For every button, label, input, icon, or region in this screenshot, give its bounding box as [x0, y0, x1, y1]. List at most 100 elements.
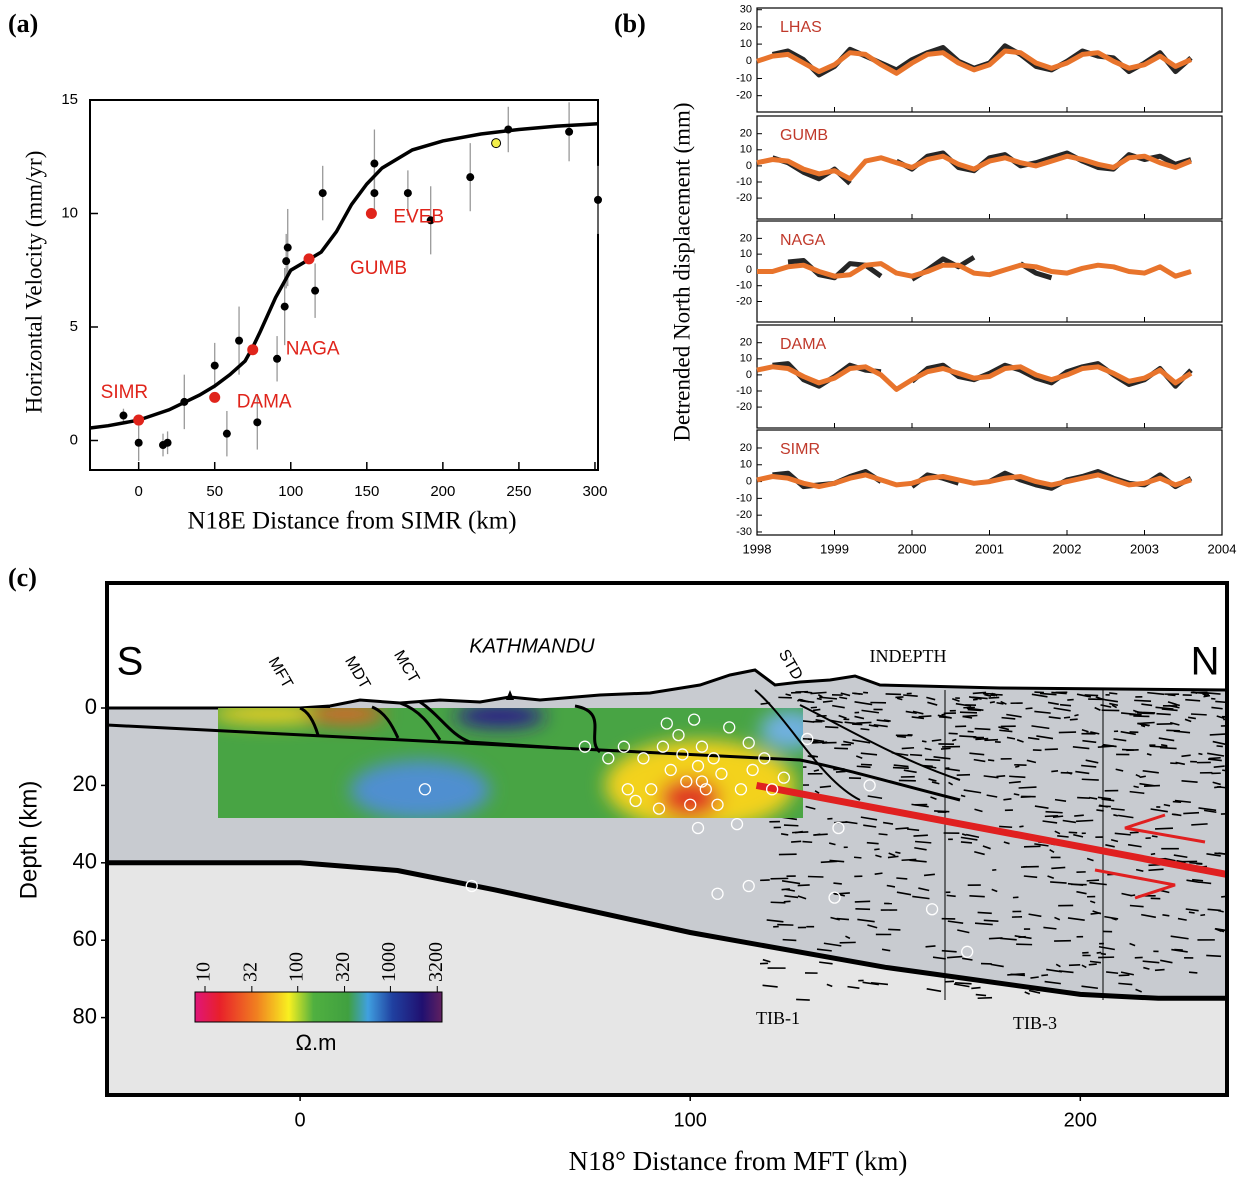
reflection-trace [1164, 857, 1176, 862]
reflection-trace [1041, 974, 1049, 977]
reflection-trace [1135, 868, 1144, 872]
reflection-trace [983, 775, 999, 779]
reflection-trace [923, 873, 935, 877]
reflection-trace [1208, 756, 1221, 760]
fault [574, 704, 602, 754]
reflection-trace [826, 983, 833, 988]
reflection-trace [874, 848, 880, 851]
earthquake [723, 721, 736, 734]
reflection-trace [825, 726, 839, 729]
reflection-trace [1174, 799, 1191, 804]
reflection-trace [802, 840, 813, 844]
reflection-trace [999, 729, 1013, 733]
y-tick-label: 20 [73, 771, 97, 796]
reflection-trace [868, 724, 879, 728]
reflection-trace [1031, 693, 1048, 698]
reflection-trace [1213, 765, 1225, 768]
reflection-trace [1172, 702, 1181, 707]
reflection-trace [1148, 868, 1164, 872]
reflection-trace [912, 895, 930, 900]
x-tick-label: 0 [295, 1109, 306, 1131]
reflection-trace [1142, 770, 1159, 774]
faults [107, 689, 961, 802]
data-point [253, 418, 262, 427]
reflection-trace [799, 698, 810, 703]
reflection-trace [814, 790, 820, 794]
reflection-trace [941, 949, 957, 953]
reflection-trace [1154, 968, 1165, 972]
model-series [756, 472, 1192, 490]
reflection-trace [777, 923, 794, 926]
colorbar-tick-label: 1000 [378, 942, 400, 982]
resistivity-anomaly [660, 778, 720, 818]
reflection-trace [1173, 854, 1188, 859]
reflection-trace [1170, 935, 1189, 940]
earthquake [695, 775, 709, 788]
reflection-trace [1212, 781, 1221, 786]
reflection-trace [1188, 971, 1198, 974]
reflection-trace [998, 726, 1010, 731]
reflection-trace [1186, 879, 1200, 884]
slip-arrow [1094, 868, 1176, 900]
reflection-trace [834, 892, 850, 895]
earthquake [730, 817, 744, 831]
annotation: TIB-3 [1013, 1013, 1057, 1033]
y-tick-label: 15 [61, 91, 78, 108]
reflection-trace [987, 759, 995, 762]
reflection-trace [1118, 982, 1133, 986]
reflection-trace [1120, 971, 1134, 976]
station-point [365, 207, 377, 219]
reflection-trace [1175, 761, 1186, 766]
reflection-trace [862, 981, 879, 986]
reflection-trace [843, 740, 855, 745]
data-point [163, 438, 172, 447]
reflection-trace [912, 710, 924, 715]
reflection-trace [1181, 780, 1198, 783]
earthquake [621, 783, 634, 796]
reflection-trace [1156, 712, 1171, 716]
reflection-trace [1203, 809, 1217, 814]
reflection-trace [784, 895, 799, 899]
earthquake [465, 879, 478, 893]
reflection-trace [783, 824, 799, 827]
reflection-trace [838, 714, 847, 719]
x-tick-label: 250 [506, 483, 531, 500]
reflection-trace [1030, 976, 1039, 979]
reflection-trace [1026, 759, 1037, 764]
reflection-trace [1013, 793, 1020, 796]
reflection-trace [1220, 724, 1227, 727]
earthquake [684, 798, 697, 811]
reflection-trace [896, 697, 903, 701]
y-tick-label: -10 [736, 176, 752, 188]
reflection-trace [1023, 875, 1038, 879]
y-tick-label: -10 [736, 385, 752, 397]
reflection-trace [1147, 691, 1165, 696]
reflection-trace [1151, 835, 1158, 838]
annotation: N [1191, 640, 1220, 684]
reflection-trace [1163, 803, 1171, 807]
reflection-trace [1062, 819, 1076, 824]
y-tick-label: 20 [740, 442, 752, 454]
reflection-trace [1098, 805, 1111, 808]
reflection-trace [1058, 970, 1074, 974]
reflection-trace [892, 766, 909, 770]
reflection-trace [965, 833, 980, 839]
reflection-trace [1000, 700, 1007, 705]
reflection-trace [977, 996, 993, 1000]
data-point [370, 189, 379, 198]
reflection-trace [854, 900, 871, 903]
fault [754, 689, 861, 801]
reflection-trace [1054, 798, 1067, 802]
reflection-trace [1081, 985, 1099, 990]
station-label: SIMR [101, 382, 148, 403]
earthquake [742, 736, 755, 749]
reflection-trace [1034, 691, 1044, 694]
reflection-trace [1146, 753, 1152, 756]
reflection-trace [882, 821, 894, 825]
reflection-trace [819, 785, 832, 789]
reflection-trace [1158, 737, 1175, 742]
reflection-trace [924, 747, 932, 751]
y-tick-label: 60 [73, 926, 97, 951]
reflection-trace [1111, 807, 1125, 811]
